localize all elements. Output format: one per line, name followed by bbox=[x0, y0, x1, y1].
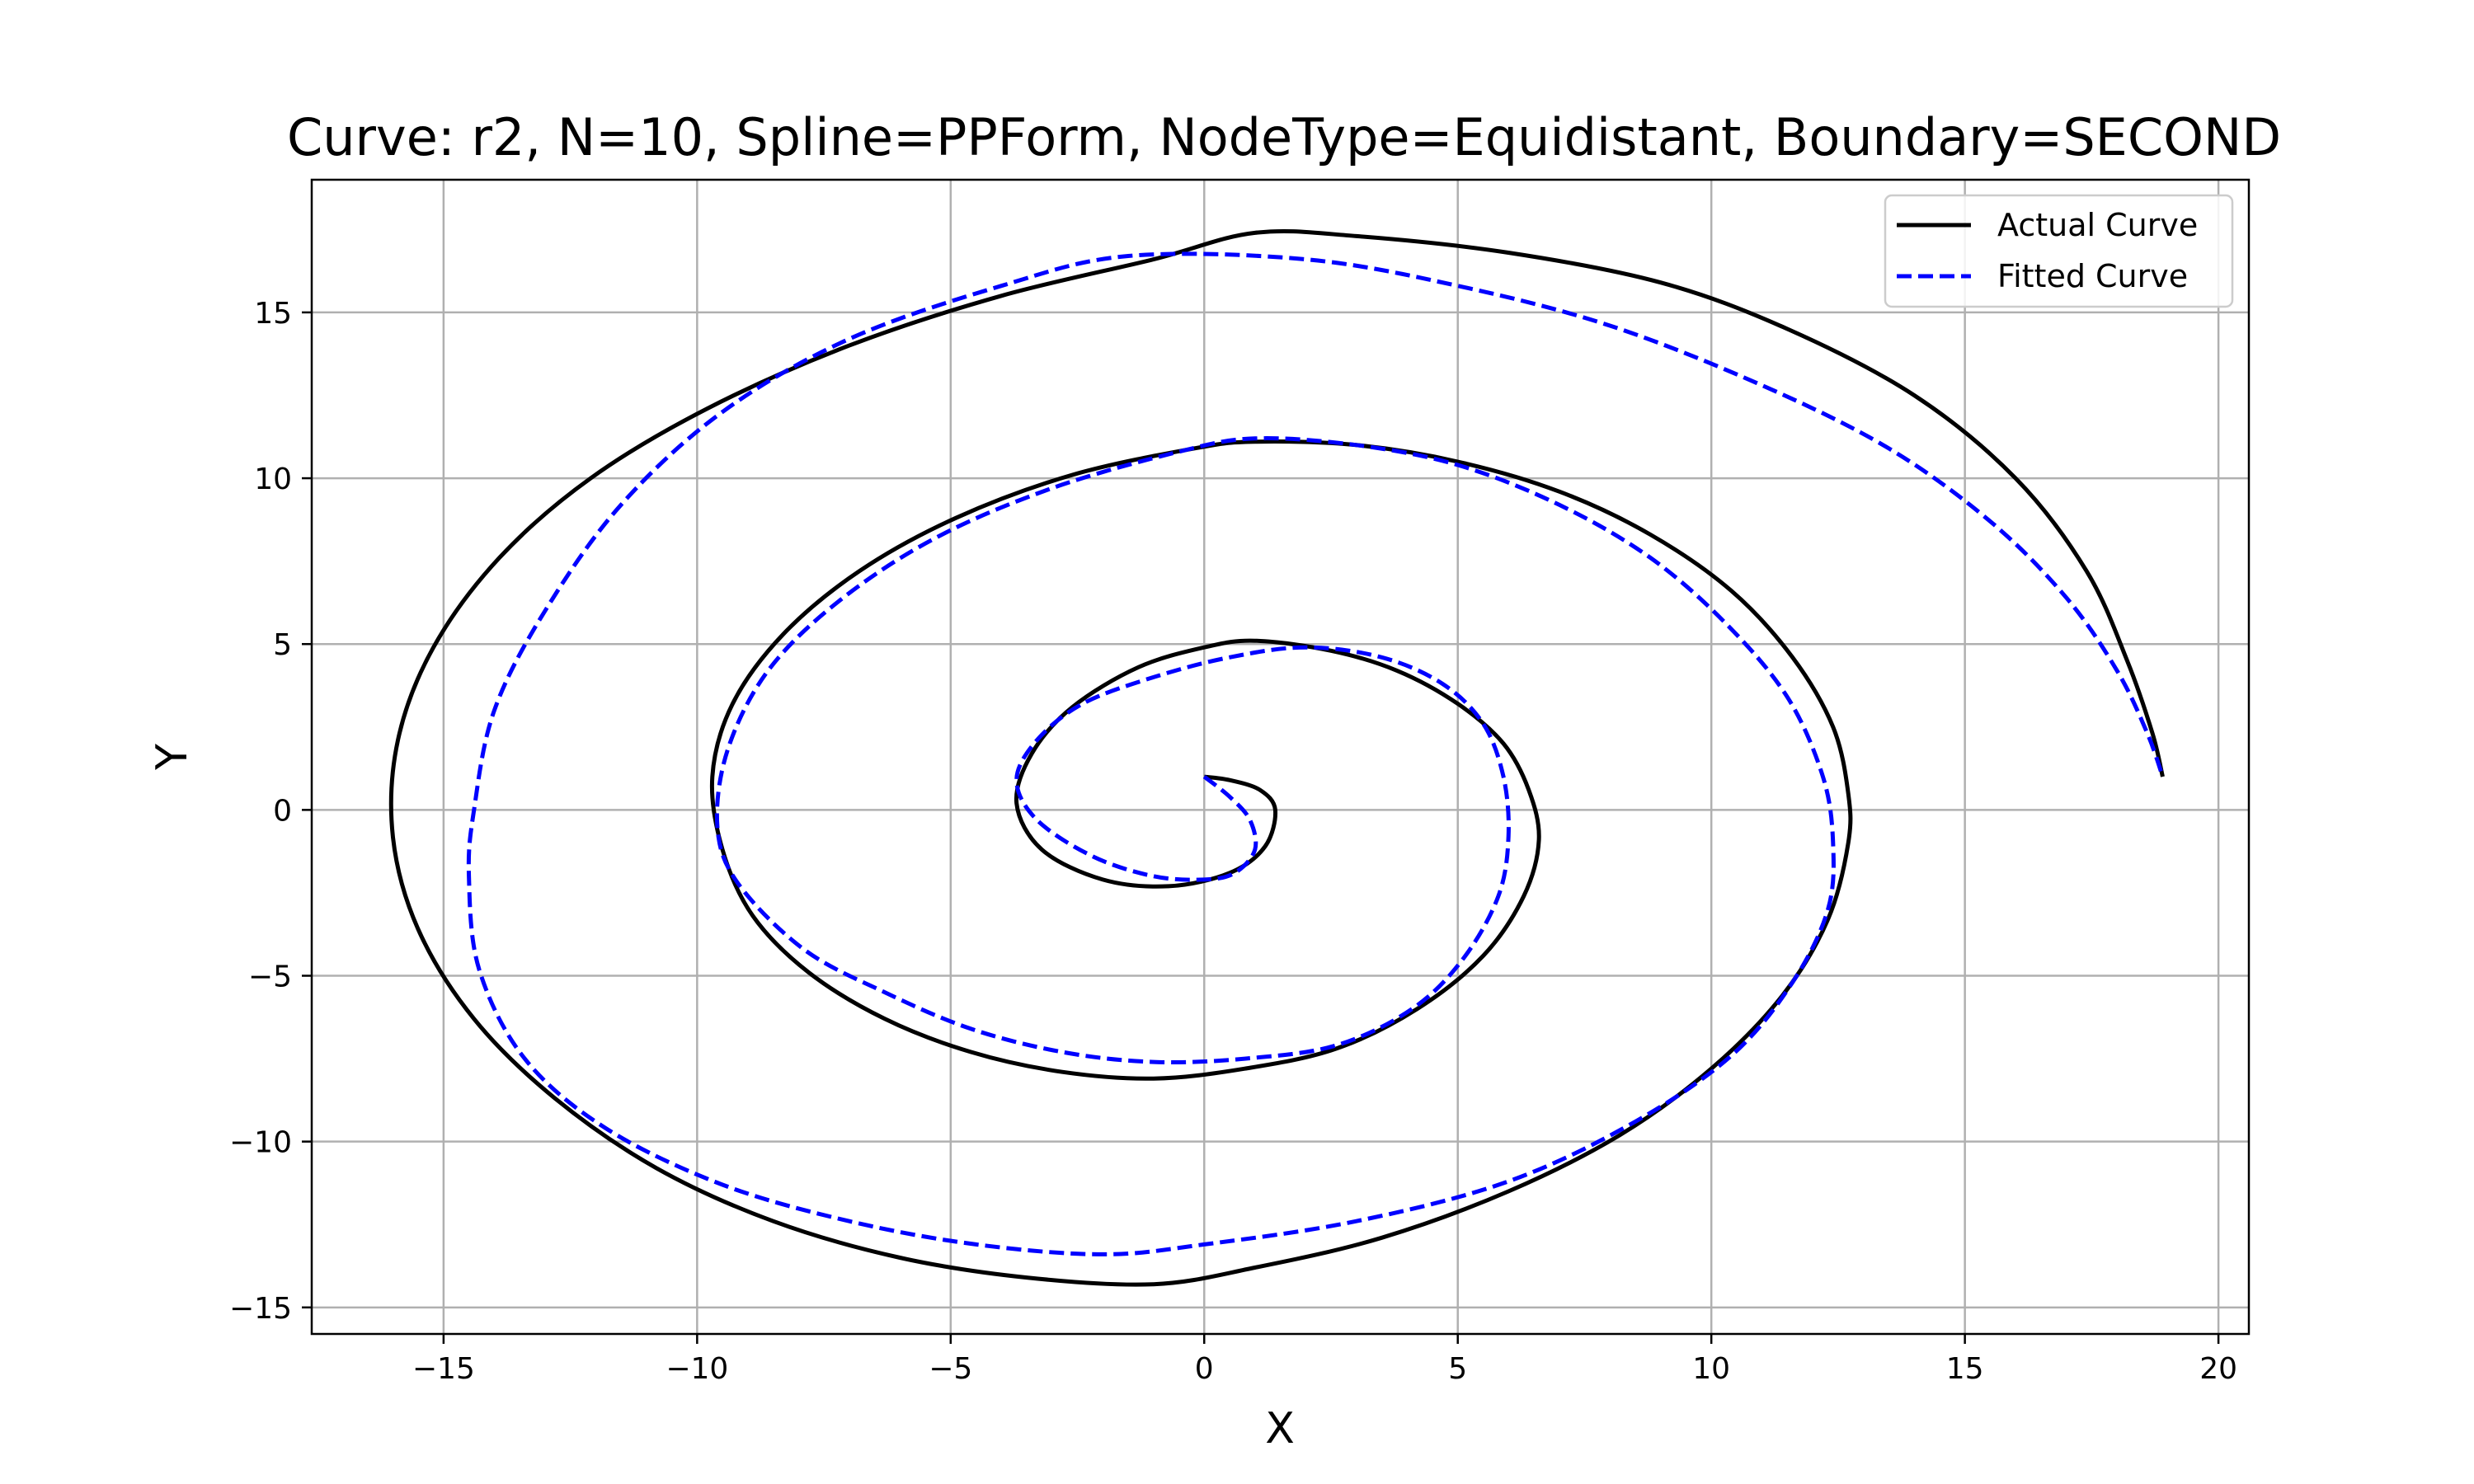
y-tick-label: −15 bbox=[229, 1292, 292, 1326]
fitted-curve-line bbox=[466, 251, 2165, 1256]
legend-frame bbox=[1884, 194, 2234, 308]
plot-frame bbox=[310, 178, 2251, 1336]
x-tick-label: 5 bbox=[1448, 1352, 1467, 1386]
y-axis-label: Y bbox=[148, 744, 197, 771]
ticks: −15 −10 −5 0 5 10 15 20 −15 −10 −5 0 5 10 15 bbox=[229, 297, 2237, 1386]
x-tick-label: −10 bbox=[666, 1352, 728, 1386]
actual-curve-line bbox=[388, 228, 2165, 1287]
x-tick-label: 20 bbox=[2199, 1352, 2237, 1386]
y-tick-label: 0 bbox=[273, 794, 292, 828]
legend: Actual Curve Fitted Curve bbox=[1884, 194, 2234, 308]
y-tick-label: 15 bbox=[254, 297, 292, 331]
chart-title: Curve: r2, N=10, Spline=PPForm, NodeType… bbox=[287, 107, 2281, 167]
x-tick-label: −5 bbox=[929, 1352, 972, 1386]
y-tick-label: 10 bbox=[254, 463, 292, 496]
legend-label-actual: Actual Curve bbox=[1997, 207, 2198, 243]
y-tick-label: 5 bbox=[273, 628, 292, 662]
y-tick-label: −5 bbox=[248, 960, 292, 994]
x-tick-label: 10 bbox=[1692, 1352, 1730, 1386]
legend-label-fitted: Fitted Curve bbox=[1997, 258, 2188, 294]
x-tick-label: −15 bbox=[412, 1352, 475, 1386]
y-tick-label: −10 bbox=[229, 1126, 292, 1160]
series-layer bbox=[388, 228, 2165, 1287]
x-tick-label: 0 bbox=[1195, 1352, 1214, 1386]
x-axis-label: X bbox=[1265, 1404, 1295, 1453]
x-tick-label: 15 bbox=[1946, 1352, 1984, 1386]
grid bbox=[312, 180, 2249, 1334]
